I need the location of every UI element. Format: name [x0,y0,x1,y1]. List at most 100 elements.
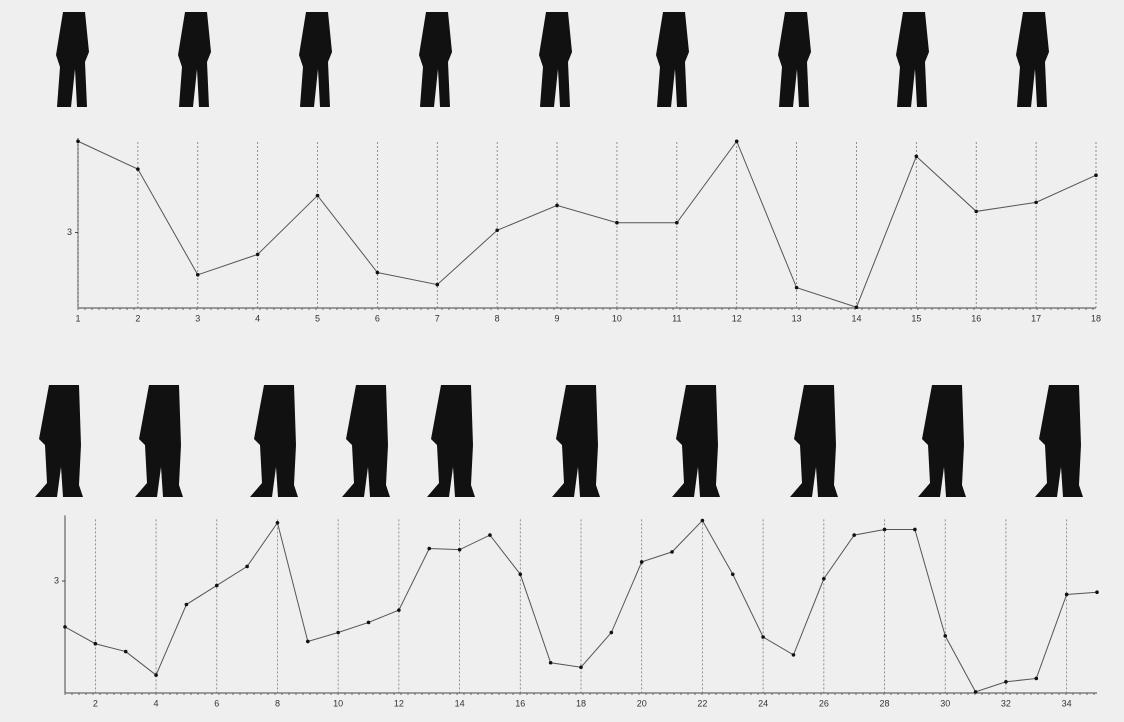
point [792,653,796,657]
x-tick-label: 4 [154,698,159,708]
silhouette [419,12,452,107]
x-tick-label: 13 [792,313,802,323]
x-tick-label: 26 [819,698,829,708]
point [256,253,260,257]
silhouette [896,12,929,107]
point [761,635,765,639]
point [495,228,499,232]
point [943,634,947,638]
x-tick-label: 24 [758,698,768,708]
background [0,0,1124,722]
x-tick-label: 14 [851,313,861,323]
point [610,631,614,635]
point [1034,201,1038,205]
point [1004,680,1008,684]
point [795,286,799,290]
x-tick-label: 12 [732,313,742,323]
x-tick-label: 18 [576,698,586,708]
point [1094,173,1098,177]
point [136,167,140,171]
x-tick-label: 1 [75,313,80,323]
x-tick-label: 10 [333,698,343,708]
x-tick-label: 18 [1091,313,1101,323]
point [701,519,705,523]
x-tick-label: 9 [555,313,560,323]
x-tick-label: 20 [637,698,647,708]
silhouette [778,12,811,107]
x-tick-label: 22 [697,698,707,708]
x-tick-label: 17 [1031,313,1041,323]
point [185,603,189,607]
x-tick-label: 16 [515,698,525,708]
point [670,550,674,554]
silhouette [1016,12,1049,107]
x-tick-label: 10 [612,313,622,323]
x-tick-label: 12 [394,698,404,708]
point [555,204,559,208]
silhouette [178,12,211,107]
point [336,631,340,635]
point [852,533,856,537]
point [579,665,583,669]
x-tick-label: 3 [195,313,200,323]
point [1095,590,1099,594]
point [276,521,280,525]
point [822,577,826,581]
point [974,210,978,214]
point [735,139,739,143]
x-tick-label: 8 [495,313,500,323]
point [94,642,98,646]
point [855,305,859,309]
point [1065,593,1069,597]
point [915,155,919,159]
point [76,139,80,143]
x-tick-label: 28 [880,698,890,708]
point [518,572,522,576]
point [974,690,978,694]
point [215,584,219,588]
y-tick-label: 3 [67,227,72,237]
x-tick-label: 5 [315,313,320,323]
point [367,621,371,625]
point [316,194,320,198]
x-tick-label: 14 [455,698,465,708]
point [488,533,492,537]
y-tick-label: 3 [54,575,59,585]
point [63,625,67,629]
x-tick-label: 16 [971,313,981,323]
x-tick-label: 7 [435,313,440,323]
point [549,661,553,665]
point [376,271,380,275]
silhouette [56,12,89,107]
point [1034,677,1038,681]
silhouette [299,12,332,107]
x-tick-label: 2 [93,698,98,708]
x-tick-label: 2 [135,313,140,323]
point [154,673,158,677]
point [458,548,462,552]
point [675,221,679,225]
x-tick-label: 32 [1001,698,1011,708]
point [196,273,200,277]
point [640,560,644,564]
x-tick-label: 34 [1062,698,1072,708]
x-tick-label: 30 [940,698,950,708]
x-tick-label: 8 [275,698,280,708]
silhouette [539,12,572,107]
x-tick-label: 15 [911,313,921,323]
point [306,640,310,644]
x-tick-label: 4 [255,313,260,323]
point [435,283,439,287]
point [913,528,917,532]
point [731,572,735,576]
point [245,565,249,569]
x-tick-label: 6 [214,698,219,708]
x-tick-label: 11 [672,313,681,323]
figure: 1234567891011121314151617183246810121416… [0,0,1124,722]
x-tick-label: 6 [375,313,380,323]
point [615,221,619,225]
silhouette [656,12,689,107]
point [427,547,431,551]
point [883,528,887,532]
point [124,650,128,654]
